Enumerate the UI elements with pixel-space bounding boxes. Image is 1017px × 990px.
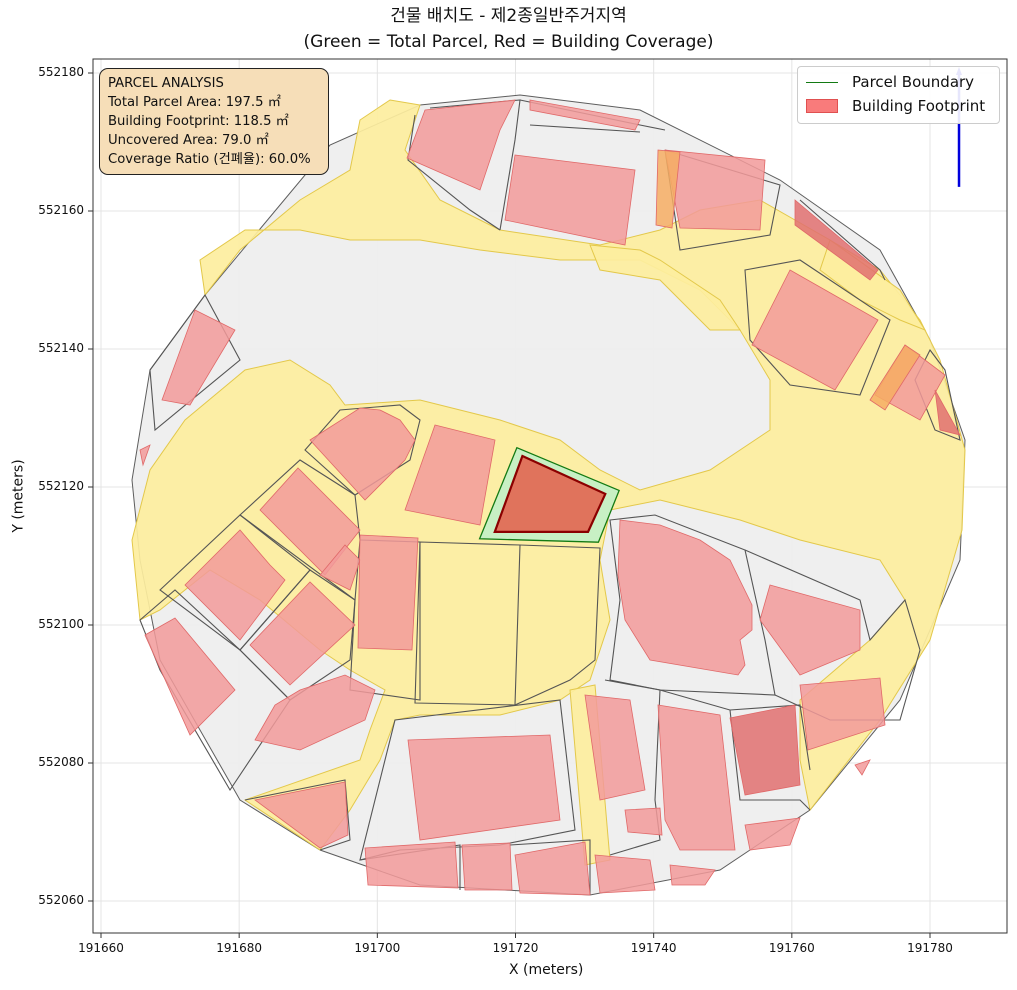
x-tick-label: 191660 [78, 941, 124, 955]
chart-title: 건물 배치도 - 제2종일반주거지역 [390, 6, 627, 26]
parcel-analysis-box: PARCEL ANALYSIS Total Parcel Area: 197.5… [99, 68, 329, 175]
x-tick-label: 191700 [354, 941, 401, 955]
y-tick-label: 552160 [38, 203, 84, 217]
info-footprint: Building Footprint: 118.5 ㎡ [108, 114, 289, 129]
legend-item-building: Building Footprint [806, 95, 985, 117]
axis-ticks [88, 72, 931, 938]
info-heading: PARCEL ANALYSIS [108, 76, 224, 91]
y-tick-label: 552180 [38, 65, 84, 79]
legend-patch-icon [806, 99, 838, 113]
info-total-area: Total Parcel Area: 197.5 ㎡ [108, 95, 281, 110]
x-tick-label: 191680 [216, 941, 263, 955]
axes-frame [92, 58, 1008, 934]
info-coverage-ratio: Coverage Ratio (건폐율): 60.0% [108, 152, 311, 167]
legend-line-icon [806, 81, 838, 83]
legend-item-parcel: Parcel Boundary [806, 71, 974, 93]
info-uncovered: Uncovered Area: 79.0 ㎡ [108, 133, 269, 148]
legend-parcel-label: Parcel Boundary [852, 73, 975, 91]
legend: Parcel Boundary Building Footprint [797, 66, 1000, 124]
y-tick-label: 552120 [38, 479, 84, 493]
x-tick-label: 191780 [907, 941, 953, 955]
x-axis-label: X (meters) [509, 962, 584, 978]
y-tick-label: 552080 [38, 755, 84, 769]
x-tick-label: 191760 [768, 941, 815, 955]
x-tick-label: 191740 [630, 941, 677, 955]
y-tick-label: 552060 [38, 893, 84, 907]
subject-layer [478, 446, 620, 543]
subject-building[interactable] [493, 454, 607, 533]
y-axis-label: Y (meters) [10, 459, 27, 533]
context-buildings [139, 99, 961, 896]
x-tick-label: 191720 [492, 941, 539, 955]
y-tick-label: 552100 [38, 617, 84, 631]
y-tick-label: 552140 [38, 341, 84, 355]
chart-subtitle: (Green = Total Parcel, Red = Building Co… [303, 32, 714, 52]
legend-building-label: Building Footprint [852, 97, 986, 115]
